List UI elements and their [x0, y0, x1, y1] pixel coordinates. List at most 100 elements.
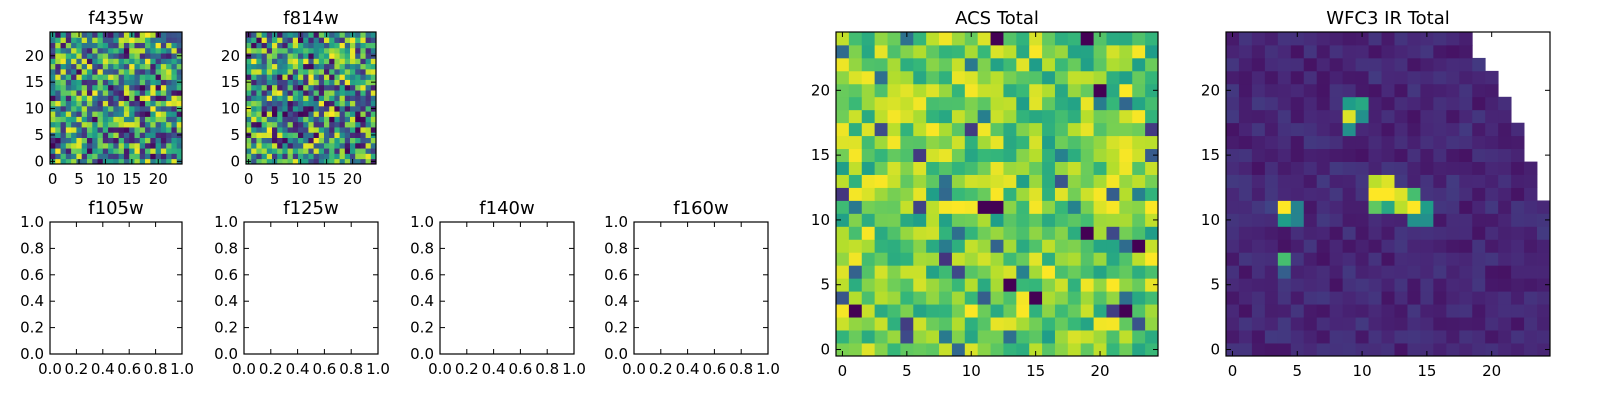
f435w-panel-cell: [113, 142, 120, 149]
f814w-panel-cell: [355, 90, 361, 96]
acs-total-panel-cell: [1080, 226, 1094, 240]
f435w-panel-cell: [86, 53, 93, 59]
f435w-panel-cell: [176, 137, 183, 144]
f435w-panel-cell: [81, 121, 88, 128]
acs-total-panel-cell: [900, 32, 914, 46]
f435w-panel-cell: [102, 37, 109, 43]
f435w-panel-cell: [55, 32, 61, 38]
wfc3-ir-total-panel-cell: [1420, 200, 1434, 214]
acs-total-panel-cell: [939, 187, 953, 201]
f435w-panel-cell: [92, 142, 98, 149]
f814w-panel-cell: [360, 84, 366, 91]
acs-total-panel-cell: [1016, 291, 1030, 305]
wfc3-ir-total-panel-cell: [1342, 174, 1356, 188]
f814w-panel-cell: [303, 158, 309, 165]
f435w-panel-cell: [139, 58, 146, 65]
f814w-panel-cell: [251, 132, 257, 138]
f435w-panel-cell: [139, 100, 146, 107]
acs-total-panel-cell: [926, 83, 940, 98]
acs-total-panel-cell: [874, 226, 888, 240]
acs-total-panel-cell: [951, 161, 966, 175]
f435w-panel-cell: [134, 58, 141, 65]
wfc3-ir-total-panel-cell: [1433, 239, 1447, 253]
f435w-panel-cell: [71, 37, 77, 43]
f435w-panel-cell: [166, 158, 172, 165]
f814w-panel-cell: [370, 137, 377, 144]
wfc3-ir-total-panel-cell: [1498, 109, 1512, 124]
f814w-panel-cell: [350, 37, 356, 43]
f435w-panel-cell: [60, 148, 67, 154]
wfc3-ir-total-panel-cell: [1329, 122, 1344, 137]
f435w-panel-cell: [160, 127, 167, 133]
f814w-panel-cell: [298, 111, 304, 117]
f814w-panel-cell: [282, 47, 288, 54]
f814w-panel-cell: [360, 100, 366, 107]
wfc3-ir-total-panel-cell: [1264, 109, 1279, 124]
acs-total-panel-cell: [900, 70, 914, 85]
f814w-panel-cell: [365, 58, 372, 65]
f814w-panel-cell: [360, 42, 366, 49]
f140w-panel-xtick-label: 0.0: [428, 360, 452, 378]
acs-total-panel-cell: [1106, 161, 1120, 175]
f435w-panel-cell: [150, 42, 156, 49]
f814w-panel-cell: [256, 158, 262, 165]
f814w-panel-cell: [318, 32, 325, 38]
wfc3-ir-total-panel-cell: [1342, 291, 1356, 305]
acs-total-panel-cell: [1016, 96, 1030, 111]
f814w-panel-cell: [298, 84, 304, 91]
f435w-panel-cell: [176, 47, 183, 54]
f435w-panel-cell: [97, 90, 104, 96]
wfc3-ir-total-panel-cell: [1226, 239, 1240, 253]
f435w-panel-cell: [97, 100, 104, 107]
f814w-panel-cell: [277, 116, 283, 123]
f435w-panel-cell: [129, 111, 135, 117]
f814w-panel-cell: [339, 47, 346, 54]
f814w-panel-cell: [334, 74, 340, 80]
acs-total-panel-title: ACS Total: [955, 8, 1039, 29]
wfc3-ir-total-panel-cell: [1446, 96, 1460, 111]
wfc3-ir-total-panel-cell: [1342, 44, 1356, 59]
wfc3-ir-total-panel-cell: [1368, 265, 1382, 279]
acs-total-panel-cell: [836, 148, 850, 162]
acs-total-panel-cell: [1042, 265, 1056, 279]
f435w-panel-cell: [176, 142, 183, 149]
acs-total-panel-cell: [887, 148, 901, 162]
f814w-panel-cell: [256, 79, 262, 86]
wfc3-ir-total-panel-cell: [1537, 239, 1551, 253]
acs-total-panel-cell: [1054, 213, 1069, 227]
f814w-panel-cell: [324, 121, 330, 128]
acs-total-panel-cell: [874, 252, 888, 266]
wfc3-ir-total-panel-cell: [1264, 44, 1279, 59]
f435w-panel-cell: [176, 32, 183, 38]
f814w-panel-cell: [344, 47, 351, 54]
acs-total-panel-cell: [1042, 122, 1056, 137]
f435w-panel-cell: [166, 84, 172, 91]
wfc3-ir-total-panel-cell: [1472, 122, 1486, 137]
acs-total-panel-cell: [1093, 252, 1107, 266]
f814w-panel-cell: [246, 137, 252, 144]
acs-total-panel-cell: [1093, 122, 1107, 137]
f814w-panel-cell: [344, 148, 351, 154]
f814w-panel-cell: [344, 127, 351, 133]
f435w-panel-cell: [71, 105, 77, 112]
wfc3-ir-total-panel-cell: [1303, 226, 1318, 240]
wfc3-ir-total-panel-cell: [1511, 304, 1525, 318]
f814w-panel-cell: [266, 132, 273, 138]
acs-total-panel-cell: [913, 187, 927, 201]
wfc3-ir-total-panel-xtick-label: 0: [1228, 362, 1238, 380]
f435w-panel-cell: [145, 37, 151, 43]
f435w-panel-cell: [123, 53, 130, 59]
f435w-panel-cell: [155, 58, 162, 65]
f435w-panel-cell: [118, 153, 125, 160]
f814w-panel-cell: [355, 105, 361, 112]
wfc3-ir-total-panel-cell: [1433, 252, 1447, 266]
wfc3-ir-total-panel-cell: [1381, 32, 1395, 46]
f814w-panel-cell: [360, 90, 366, 96]
f814w-panel-cell: [324, 90, 330, 96]
f814w-panel-cell: [303, 58, 309, 65]
wfc3-ir-total-panel-cell: [1472, 213, 1486, 227]
acs-total-panel-cell: [1067, 83, 1082, 98]
acs-total-panel-cell: [1106, 109, 1120, 124]
f435w-panel-cell: [171, 47, 178, 54]
acs-total-panel-cell: [1067, 291, 1082, 305]
